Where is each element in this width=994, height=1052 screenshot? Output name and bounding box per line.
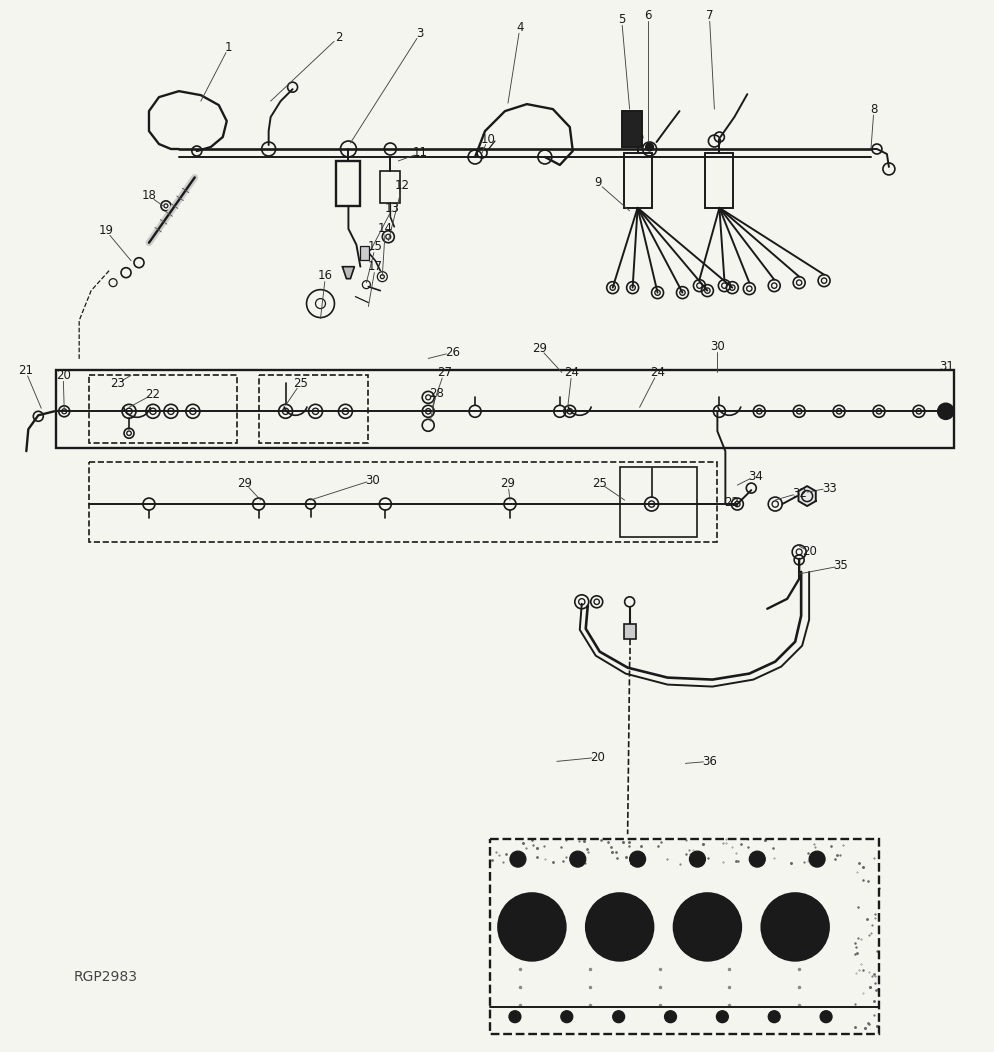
Text: 13: 13 bbox=[385, 202, 400, 216]
Circle shape bbox=[561, 1011, 573, 1023]
Circle shape bbox=[645, 143, 653, 151]
Text: 9: 9 bbox=[593, 177, 600, 189]
Text: 4: 4 bbox=[516, 21, 523, 34]
Circle shape bbox=[784, 917, 804, 937]
Text: 11: 11 bbox=[413, 146, 427, 160]
Text: 36: 36 bbox=[701, 755, 716, 768]
Text: 32: 32 bbox=[791, 487, 806, 500]
Circle shape bbox=[609, 917, 629, 937]
Circle shape bbox=[510, 851, 526, 867]
Circle shape bbox=[522, 917, 542, 937]
Bar bbox=[89, 462, 717, 542]
Text: 23: 23 bbox=[109, 377, 124, 390]
Text: 24: 24 bbox=[564, 366, 579, 379]
Text: 30: 30 bbox=[710, 340, 724, 353]
Bar bbox=[336, 161, 360, 206]
Bar bbox=[489, 839, 878, 1034]
Circle shape bbox=[808, 851, 824, 867]
Text: 35: 35 bbox=[833, 560, 848, 572]
Bar bbox=[258, 376, 368, 443]
Text: 33: 33 bbox=[821, 482, 836, 494]
Bar bbox=[621, 112, 641, 147]
Text: RGP2983: RGP2983 bbox=[74, 970, 138, 984]
Text: 2: 2 bbox=[334, 31, 342, 44]
Circle shape bbox=[748, 851, 764, 867]
Circle shape bbox=[673, 893, 741, 960]
Text: 5: 5 bbox=[617, 13, 624, 26]
Text: 14: 14 bbox=[378, 222, 393, 236]
Circle shape bbox=[767, 1011, 779, 1023]
Text: 21: 21 bbox=[18, 364, 33, 377]
Text: 22: 22 bbox=[723, 495, 739, 508]
Text: 1: 1 bbox=[225, 41, 233, 54]
Circle shape bbox=[689, 851, 705, 867]
Circle shape bbox=[498, 893, 566, 960]
Text: 34: 34 bbox=[747, 469, 762, 483]
Circle shape bbox=[612, 1011, 624, 1023]
Text: 8: 8 bbox=[870, 103, 877, 116]
Bar bbox=[360, 246, 369, 260]
Bar bbox=[623, 153, 651, 208]
Text: 22: 22 bbox=[145, 388, 160, 401]
Text: 28: 28 bbox=[428, 387, 443, 400]
Bar bbox=[623, 624, 635, 639]
Circle shape bbox=[509, 1011, 521, 1023]
Text: 27: 27 bbox=[436, 366, 451, 379]
Bar bbox=[380, 170, 400, 203]
Circle shape bbox=[664, 1011, 676, 1023]
Text: 29: 29 bbox=[500, 477, 515, 489]
Text: 20: 20 bbox=[589, 751, 604, 764]
Text: 10: 10 bbox=[480, 133, 495, 145]
Circle shape bbox=[570, 851, 585, 867]
Text: 24: 24 bbox=[649, 366, 664, 379]
Text: 6: 6 bbox=[643, 8, 651, 22]
Text: 18: 18 bbox=[141, 189, 156, 202]
Polygon shape bbox=[798, 486, 815, 506]
Circle shape bbox=[629, 851, 645, 867]
Polygon shape bbox=[342, 267, 354, 279]
Circle shape bbox=[819, 1011, 831, 1023]
Text: 3: 3 bbox=[416, 26, 423, 40]
Text: 19: 19 bbox=[98, 224, 113, 238]
Text: 12: 12 bbox=[395, 180, 410, 193]
Text: 31: 31 bbox=[938, 360, 953, 372]
Text: 25: 25 bbox=[293, 377, 308, 390]
Text: 29: 29 bbox=[532, 342, 547, 355]
Text: 30: 30 bbox=[365, 473, 380, 487]
Text: 20: 20 bbox=[801, 545, 816, 559]
Text: 29: 29 bbox=[237, 477, 251, 489]
Text: 25: 25 bbox=[591, 477, 606, 489]
Text: 20: 20 bbox=[56, 369, 71, 382]
Circle shape bbox=[585, 893, 653, 960]
Text: 15: 15 bbox=[368, 240, 383, 254]
Circle shape bbox=[716, 1011, 728, 1023]
Text: 16: 16 bbox=[318, 269, 333, 282]
Text: 26: 26 bbox=[444, 346, 459, 359]
Circle shape bbox=[697, 917, 717, 937]
Bar bbox=[705, 153, 733, 208]
Bar bbox=[57, 370, 953, 448]
Text: 7: 7 bbox=[705, 8, 713, 22]
Circle shape bbox=[936, 403, 953, 420]
Bar bbox=[89, 376, 237, 443]
Text: 17: 17 bbox=[368, 260, 383, 274]
Circle shape bbox=[760, 893, 828, 960]
Bar bbox=[619, 467, 697, 537]
